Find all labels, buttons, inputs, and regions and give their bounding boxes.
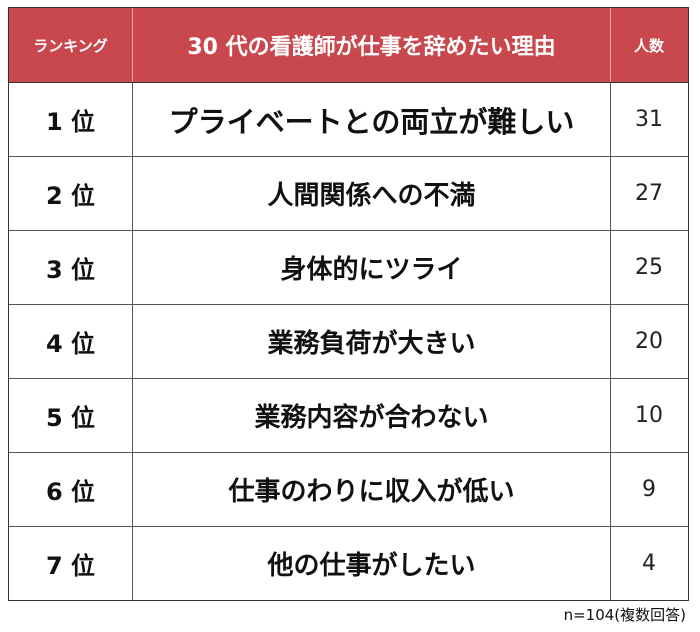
table-header: ランキング 30 代の看護師が仕事を辞めたい理由 人数: [9, 8, 688, 83]
reason-cell: 業務負荷が大きい: [133, 305, 611, 378]
ranking-table: ランキング 30 代の看護師が仕事を辞めたい理由 人数 1 位 プライベートとの…: [8, 7, 689, 601]
rank-cell: 6 位: [9, 453, 133, 526]
header-reason: 30 代の看護師が仕事を辞めたい理由: [133, 8, 611, 82]
table-row: 2 位 人間関係への不満 27: [9, 157, 688, 231]
count-cell: 31: [635, 107, 663, 132]
table-row: 7 位 他の仕事がしたい 4: [9, 527, 688, 600]
reason-cell: 身体的にツライ: [133, 231, 611, 304]
count-cell: 9: [642, 477, 656, 502]
reason-cell: 人間関係への不満: [133, 157, 611, 230]
rank-cell: 3 位: [9, 231, 133, 304]
count-cell: 20: [635, 329, 663, 354]
reason-cell: 仕事のわりに収入が低い: [133, 453, 611, 526]
rank-cell: 4 位: [9, 305, 133, 378]
rank-cell: 2 位: [9, 157, 133, 230]
count-cell: 10: [635, 403, 663, 428]
count-cell: 4: [642, 551, 656, 576]
rank-cell: 7 位: [9, 527, 133, 600]
rank-cell: 5 位: [9, 379, 133, 452]
rank-cell: 1 位: [9, 83, 133, 156]
count-cell: 27: [635, 181, 663, 206]
sample-size-note: n=104(複数回答): [563, 606, 686, 624]
table-row: 1 位 プライベートとの両立が難しい 31: [9, 83, 688, 157]
table-row: 4 位 業務負荷が大きい 20: [9, 305, 688, 379]
count-cell: 25: [635, 255, 663, 280]
header-ranking: ランキング: [9, 8, 133, 82]
reason-cell: 業務内容が合わない: [133, 379, 611, 452]
table-row: 5 位 業務内容が合わない 10: [9, 379, 688, 453]
table-row: 6 位 仕事のわりに収入が低い 9: [9, 453, 688, 527]
table-row: 3 位 身体的にツライ 25: [9, 231, 688, 305]
table-body: 1 位 プライベートとの両立が難しい 31 2 位 人間関係への不満 27 3 …: [9, 83, 688, 600]
reason-cell: 他の仕事がしたい: [133, 527, 611, 600]
header-count: 人数: [633, 36, 664, 55]
reason-cell: プライベートとの両立が難しい: [133, 83, 611, 156]
